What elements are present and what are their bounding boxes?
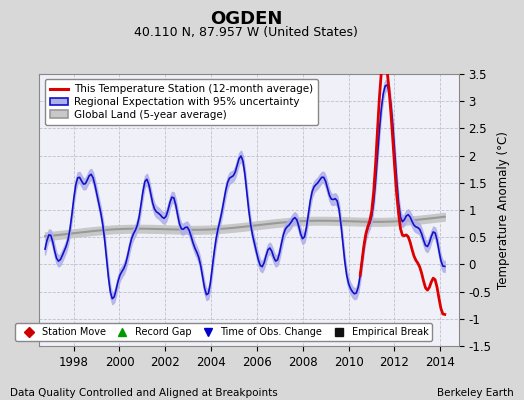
Legend: Station Move, Record Gap, Time of Obs. Change, Empirical Break: Station Move, Record Gap, Time of Obs. C… [15,323,432,341]
Y-axis label: Temperature Anomaly (°C): Temperature Anomaly (°C) [497,131,510,289]
Text: Data Quality Controlled and Aligned at Breakpoints: Data Quality Controlled and Aligned at B… [10,388,278,398]
Text: 40.110 N, 87.957 W (United States): 40.110 N, 87.957 W (United States) [134,26,358,39]
Text: OGDEN: OGDEN [210,10,282,28]
Text: Berkeley Earth: Berkeley Earth [437,388,514,398]
